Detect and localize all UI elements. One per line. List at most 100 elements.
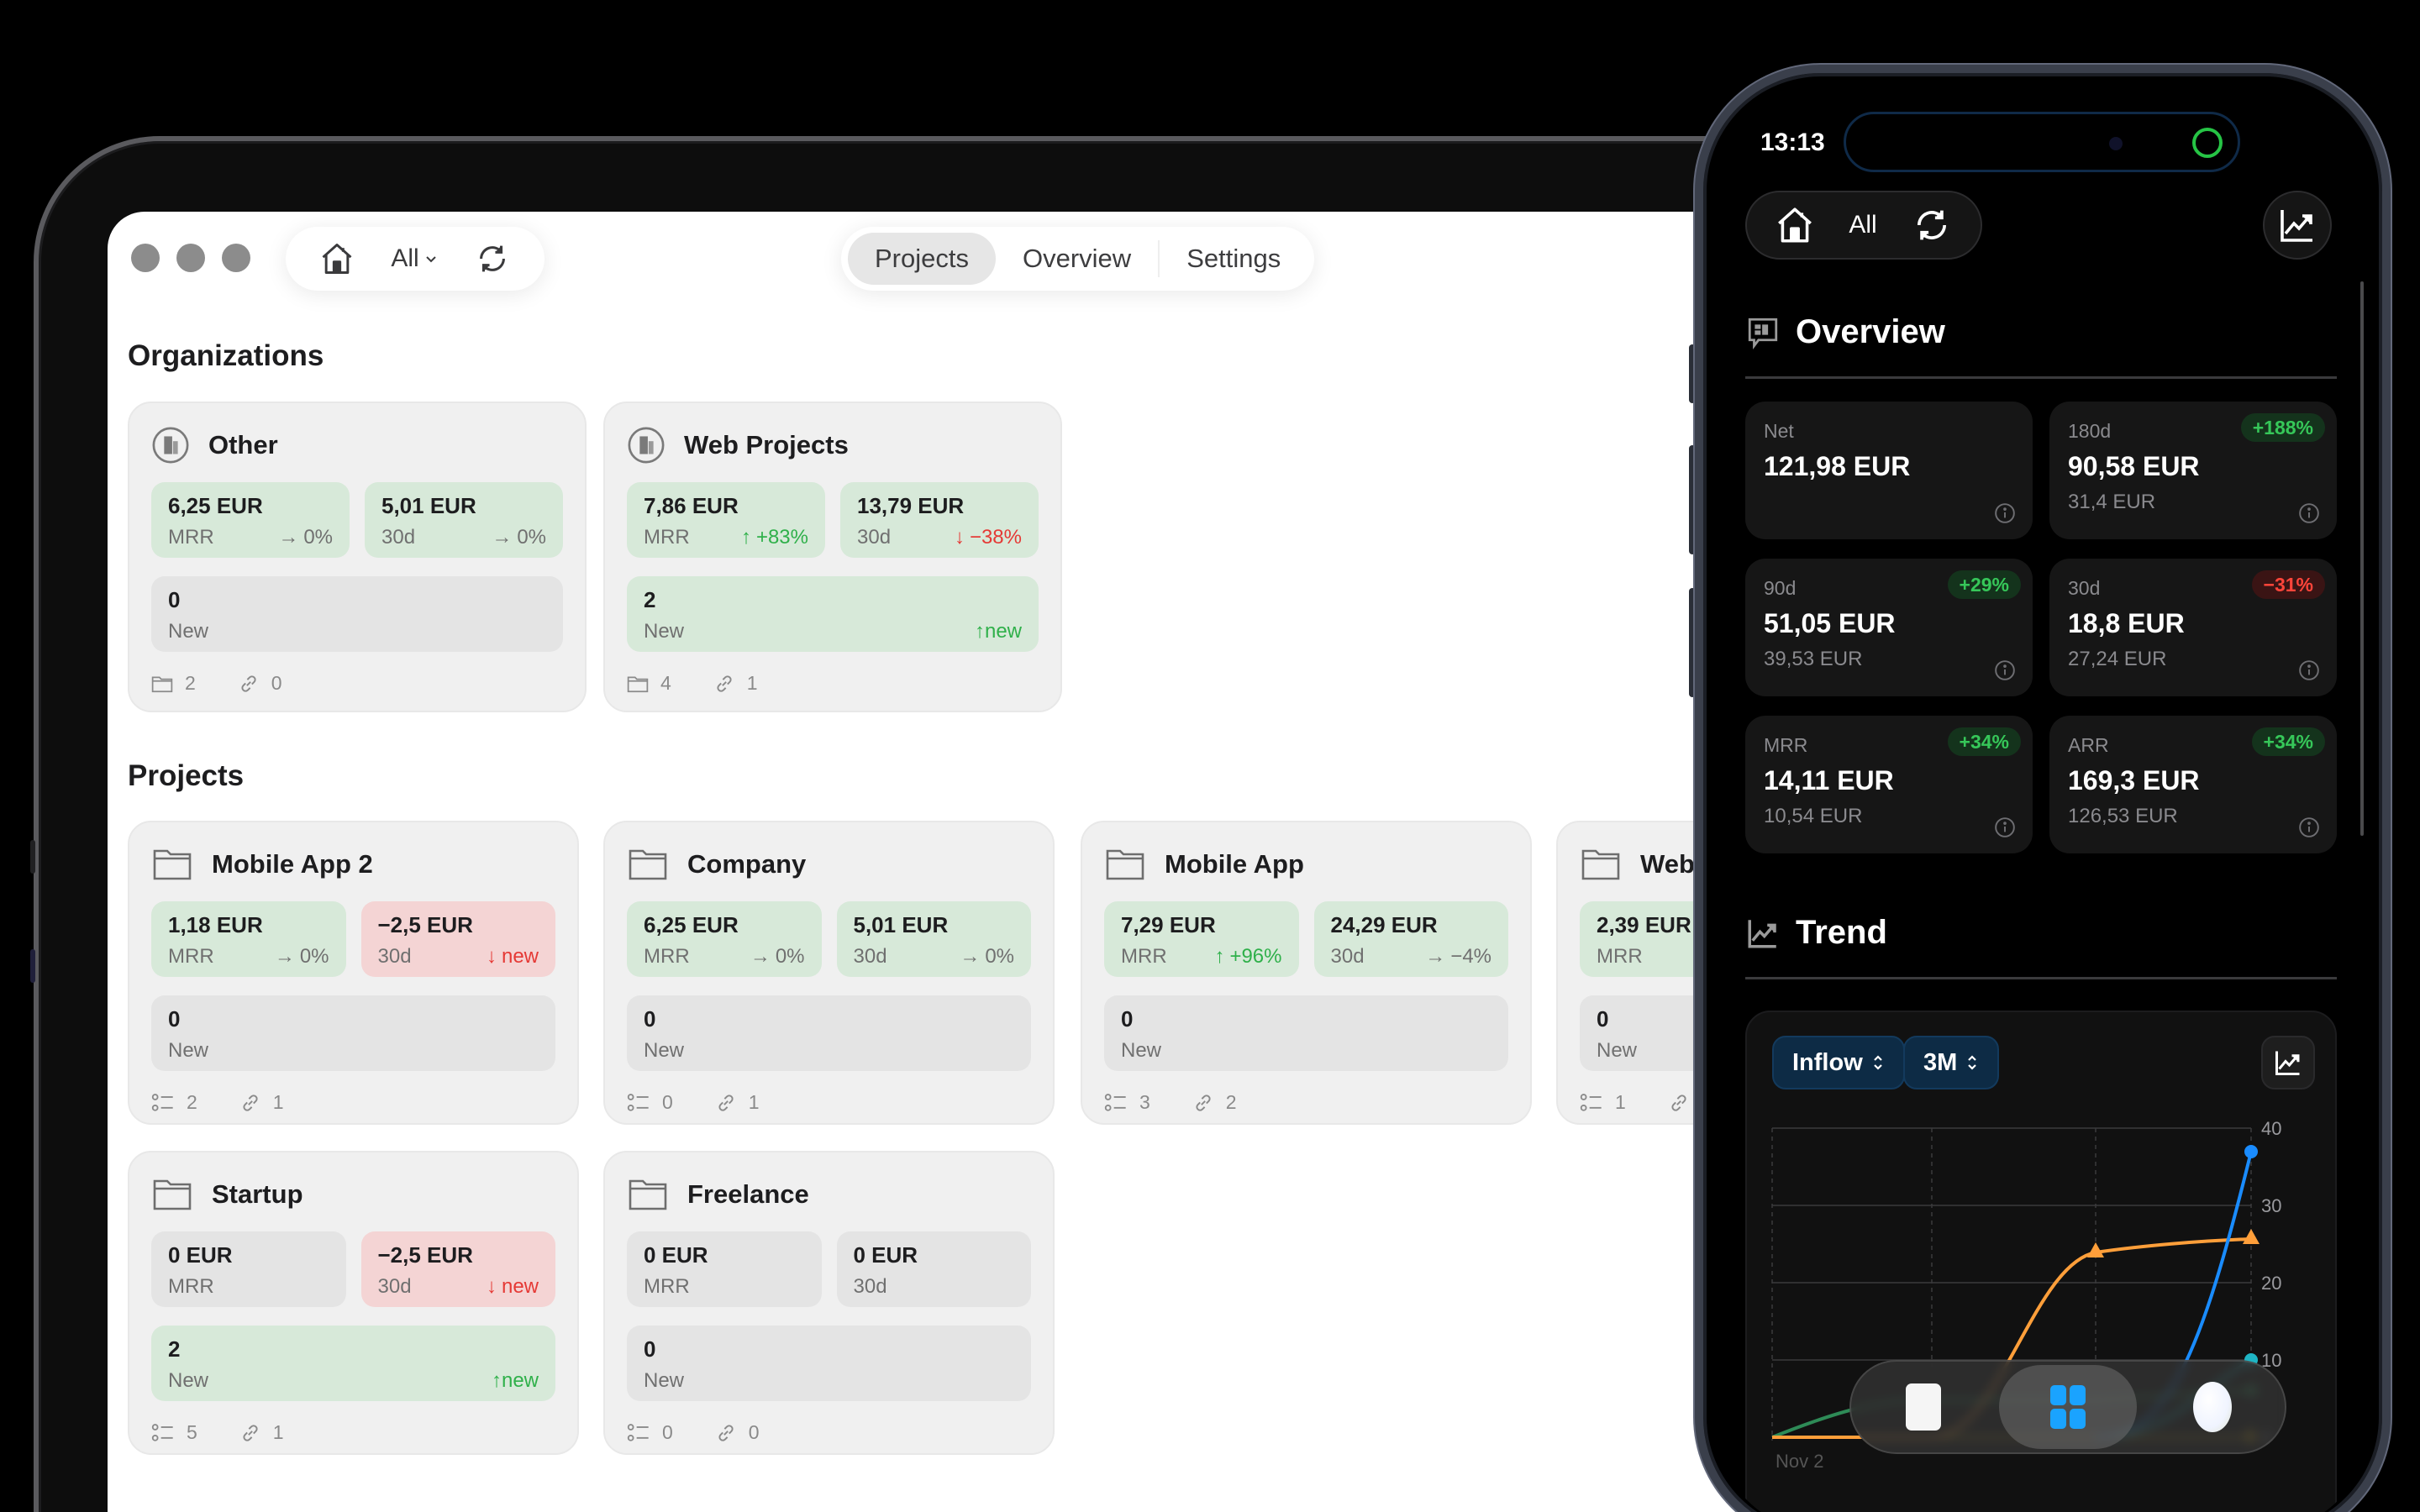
tab-projects[interactable]: Projects	[848, 233, 996, 285]
mrr-metric: 7,86 EUR MRR ↑ +83%	[627, 482, 825, 558]
phone-volume-up-button	[1689, 445, 1696, 554]
svg-text:40: 40	[2261, 1118, 2281, 1139]
home-button[interactable]	[318, 240, 355, 277]
30d-value: 5,01 EUR	[381, 493, 476, 518]
stat-card-mrr[interactable]: MRR +34% 14,11 EUR 10,54 EUR	[1745, 716, 2033, 853]
new-label: New	[168, 1039, 209, 1062]
new-value: 2	[644, 587, 656, 612]
main-tabs: Projects Overview Settings	[841, 227, 1315, 291]
links-count: 1	[272, 1091, 284, 1113]
30d-metric: −2,5 EUR 30d ↓ new	[360, 1231, 555, 1307]
refresh-button[interactable]	[1910, 203, 1954, 247]
info-icon[interactable]	[1994, 659, 2016, 681]
tab-settings[interactable]: Settings	[1186, 244, 1281, 273]
tasks-count: 0	[662, 1421, 673, 1443]
project-card[interactable]: Mobile App 7,29 EUR MRR ↑ +96% 24,29 EUR 3…	[1081, 821, 1532, 1125]
card-footer: 0 1	[627, 1091, 1031, 1114]
home-icon	[1777, 207, 1812, 243]
checklist-icon	[151, 1423, 173, 1441]
30d-label: 30d	[381, 526, 416, 549]
stat-card-90d[interactable]: 90d +29% 51,05 EUR 39,53 EUR	[1745, 559, 2033, 696]
30d-metric: 13,79 EUR 30d ↓ −38%	[840, 482, 1039, 558]
filter-dropdown[interactable]: All	[391, 244, 437, 273]
stat-card-arr[interactable]: ARR +34% 169,3 EUR 126,53 EUR	[2049, 716, 2337, 853]
tab-divider	[1158, 240, 1160, 277]
tab-projects[interactable]	[1854, 1365, 1992, 1449]
folder-icon	[629, 849, 667, 880]
tab-overview[interactable]	[1999, 1365, 2137, 1449]
project-card[interactable]: Startup 0 EUR MRR −2,5 EUR 30d ↓ new 2 New…	[128, 1151, 579, 1455]
info-icon[interactable]	[1994, 816, 2016, 838]
info-icon[interactable]	[2298, 816, 2320, 838]
arrow-down-icon: ↓	[486, 1275, 497, 1298]
checklist-icon	[1580, 1093, 1602, 1111]
30d-label: 30d	[377, 1275, 412, 1298]
mrr-label: MRR	[168, 945, 214, 968]
info-icon[interactable]	[2298, 659, 2320, 681]
folder-icon	[153, 849, 192, 880]
stat-previous-value: 10,54 EUR	[1764, 805, 1863, 827]
arrow-right-icon: →	[960, 945, 981, 968]
30d-metric: 5,01 EUR 30d → 0%	[836, 901, 1031, 977]
link-icon	[241, 675, 256, 692]
zoom-window-button[interactable]	[222, 244, 250, 272]
mrr-label: MRR	[644, 945, 690, 968]
metric-select-value: Inflow	[1792, 1048, 1863, 1076]
organization-card[interactable]: Other 6,25 EUR MRR → 0% 5,01 EUR 30d → 0% 0 …	[128, 402, 587, 712]
change-badge: +188%	[2240, 413, 2325, 442]
close-window-button[interactable]	[131, 244, 160, 272]
tablet-side-button	[30, 840, 35, 874]
mrr-metric: 0 EUR MRR	[627, 1231, 822, 1307]
project-name: Startup	[212, 1179, 303, 1209]
mrr-label: MRR	[644, 526, 690, 549]
projects-heading: Projects	[128, 759, 245, 792]
mrr-value: 0 EUR	[644, 1242, 708, 1268]
30d-metric: 0 EUR 30d	[836, 1231, 1031, 1307]
arrow-up-icon: ↑	[974, 620, 985, 643]
scrollbar[interactable]	[2360, 281, 2364, 836]
stat-value: 90,58 EUR	[2068, 451, 2200, 481]
folder-icon	[1106, 849, 1144, 880]
tablet-side-button	[30, 949, 35, 983]
new-delta: ↑new	[974, 620, 1022, 643]
chart-type-button[interactable]	[2261, 1036, 2315, 1089]
organization-card[interactable]: Web Projects 7,86 EUR MRR ↑ +83% 13,79 EUR…	[603, 402, 1062, 712]
home-button[interactable]	[1774, 204, 1816, 246]
30d-value: 24,29 EUR	[1330, 912, 1438, 937]
stat-card-180d[interactable]: 180d +188% 90,58 EUR 31,4 EUR	[2049, 402, 2337, 539]
stat-value: 18,8 EUR	[2068, 608, 2185, 638]
activity-ring-icon	[2192, 128, 2223, 158]
range-select-value: 3M	[1923, 1048, 1958, 1076]
tab-settings[interactable]	[2144, 1365, 2281, 1449]
new-label: New	[168, 620, 209, 643]
30d-value: −2,5 EUR	[377, 912, 473, 937]
refresh-button[interactable]	[473, 239, 512, 278]
project-card[interactable]: Freelance 0 EUR MRR 0 EUR 30d 0 New 0	[603, 1151, 1055, 1455]
arrow-right-icon: →	[274, 945, 295, 968]
info-icon[interactable]	[2298, 502, 2320, 524]
info-icon[interactable]	[1994, 502, 2016, 524]
chevron-down-icon	[425, 256, 436, 263]
stat-card-net[interactable]: Net 121,98 EUR	[1745, 402, 2033, 539]
range-select[interactable]: 3M	[1903, 1036, 2000, 1089]
tasks-count: 3	[1139, 1091, 1150, 1113]
new-metric: 2 New ↑new	[627, 576, 1039, 652]
minimize-window-button[interactable]	[176, 244, 205, 272]
tab-overview[interactable]: Overview	[1022, 244, 1132, 273]
30d-label: 30d	[857, 526, 892, 549]
trend-chart-button[interactable]	[2263, 191, 2332, 260]
filter-dropdown[interactable]: All	[1849, 211, 1877, 239]
organization-name: Web Projects	[684, 430, 849, 459]
new-label: New	[168, 1369, 209, 1392]
x-axis-label: Nov 2	[1776, 1451, 1823, 1472]
mrr-value: 1,18 EUR	[168, 912, 263, 937]
stat-card-30d[interactable]: 30d −31% 18,8 EUR 27,24 EUR	[2049, 559, 2337, 696]
project-card[interactable]: Mobile App 2 1,18 EUR MRR → 0% −2,5 EUR 30…	[128, 821, 579, 1125]
card-footer: 3 2	[1104, 1091, 1508, 1114]
document-icon	[1906, 1383, 1941, 1431]
metric-select[interactable]: Inflow	[1772, 1036, 1905, 1089]
30d-delta: ↓ −38%	[954, 526, 1022, 549]
card-footer: 0 0	[627, 1421, 1031, 1444]
mrr-label: MRR	[644, 1275, 690, 1298]
project-card[interactable]: Company 6,25 EUR MRR → 0% 5,01 EUR 30d → 0% …	[603, 821, 1055, 1125]
